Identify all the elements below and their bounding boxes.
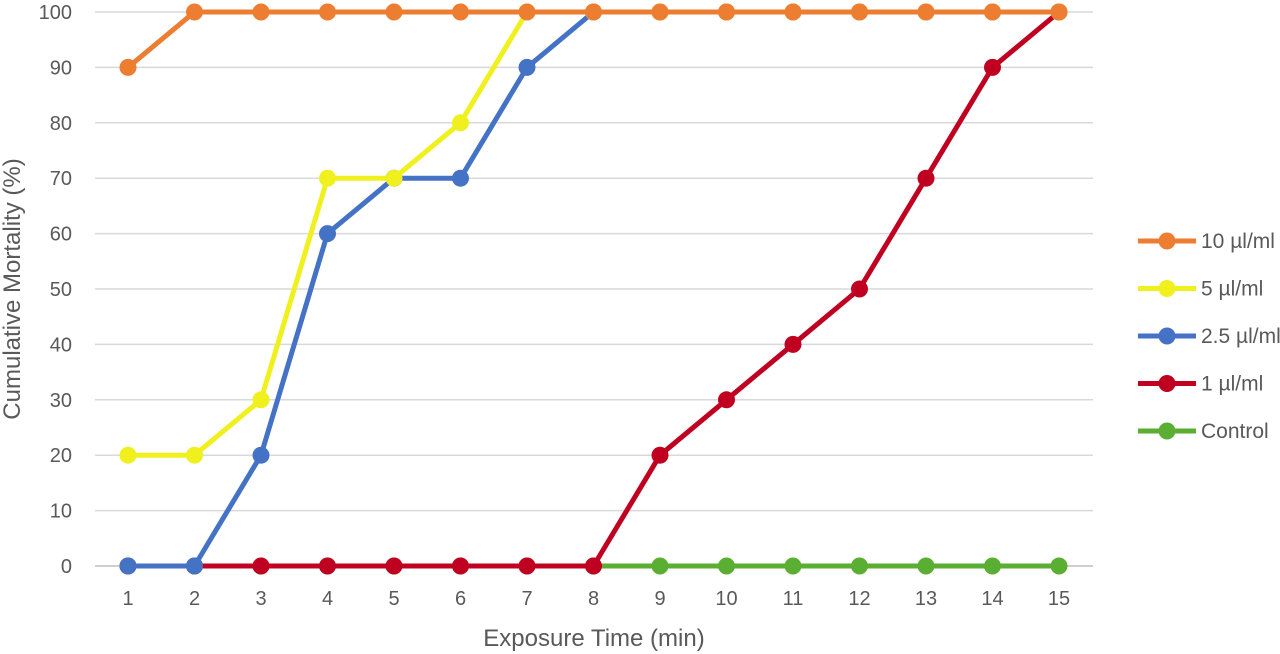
data-point [119,446,137,464]
legend-label: 2.5 µl/ml [1201,325,1280,348]
legend-item: Control [1138,420,1269,443]
data-point [319,3,336,21]
data-point [186,446,203,464]
data-point [518,3,536,21]
x-tick-label: 8 [588,588,599,610]
data-point [917,3,935,21]
data-point [718,557,735,575]
y-tick-label: 40 [50,334,72,356]
data-point [518,58,536,76]
y-tick-label: 70 [50,168,72,190]
x-axis-title: Exposure Time (min) [483,625,704,652]
x-tick-label: 3 [255,588,266,610]
data-point [784,3,802,21]
x-tick-label: 10 [715,588,737,610]
data-point [585,3,602,21]
y-tick-label: 60 [50,224,72,246]
data-point [385,169,403,187]
legend-dot-marker [1158,375,1176,392]
x-tick-label: 13 [915,588,937,610]
legend-dot-marker [1158,232,1176,250]
x-tick-label: 1 [122,588,133,610]
legend-label: Control [1201,420,1269,443]
data-point [252,391,270,409]
x-tick-label: 12 [848,588,870,610]
x-tick-label: 9 [654,588,665,610]
data-point [784,557,802,575]
data-point [718,3,735,21]
data-point [452,3,469,21]
data-point [984,3,1001,21]
x-tick-label: 11 [783,588,804,610]
data-point [385,557,403,575]
y-tick-label: 90 [50,57,72,79]
data-point [186,557,203,575]
data-point [385,3,403,21]
data-point [252,446,270,464]
legend-dot-marker [1158,327,1176,345]
legend-item: 2.5 µl/ml [1138,325,1280,348]
data-point [252,557,270,575]
data-point [1050,3,1068,21]
legend-item: 10 µl/ml [1138,230,1275,253]
data-point [319,169,336,187]
data-point [917,557,935,575]
data-point [718,391,735,409]
data-point [585,557,602,575]
data-point [452,114,469,132]
y-axis-ticks: 0 10 20 30 40 50 60 70 80 90 100 [39,2,72,578]
x-axis-ticks: 1 2 3 4 5 6 7 8 9 10 11 12 13 14 15 [122,588,1070,610]
legend-dot-marker [1158,280,1176,297]
x-tick-label: 2 [189,588,200,610]
y-tick-label: 20 [50,445,72,467]
legend-dot-marker [1158,422,1176,440]
data-point [851,557,868,575]
data-point [186,3,203,21]
data-point [851,280,868,298]
data-point [119,557,137,575]
x-tick-label: 15 [1048,588,1070,610]
legend-label: 1 µl/ml [1201,373,1263,396]
legend-label: 10 µl/ml [1201,230,1275,253]
data-point [452,169,469,187]
data-point [252,3,270,21]
y-tick-label: 30 [50,390,72,412]
y-tick-label: 50 [50,279,72,301]
x-tick-label: 5 [388,588,399,610]
data-point [851,3,868,21]
data-point [984,557,1001,575]
data-point [319,225,336,243]
y-axis-title: Cumulative Mortality (%) [0,158,26,419]
data-point [518,557,536,575]
y-tick-label: 80 [50,113,72,135]
data-point [651,557,669,575]
legend-label: 5 µl/ml [1201,278,1263,301]
x-tick-label: 14 [981,588,1003,610]
data-point [452,557,469,575]
data-point [917,169,935,187]
data-point [651,3,669,21]
data-point [1050,557,1068,575]
legend-item: 5 µl/ml [1138,278,1263,301]
x-tick-label: 7 [521,588,532,610]
y-tick-label: 10 [50,501,72,523]
series-1 [119,3,1068,76]
y-tick-label: 0 [61,556,72,578]
series-lines [119,3,1068,575]
data-point [784,335,802,353]
x-tick-label: 4 [322,588,333,610]
legend: 10 µl/ml 5 µl/ml 2.5 µl/ml 1 µl/ml Control [1138,230,1280,443]
data-point [119,58,137,76]
data-point [651,446,669,464]
x-tick-label: 6 [455,588,466,610]
legend-item: 1 µl/ml [1138,373,1263,396]
y-tick-label: 100 [39,2,72,24]
data-point [319,557,336,575]
data-point [984,58,1001,76]
